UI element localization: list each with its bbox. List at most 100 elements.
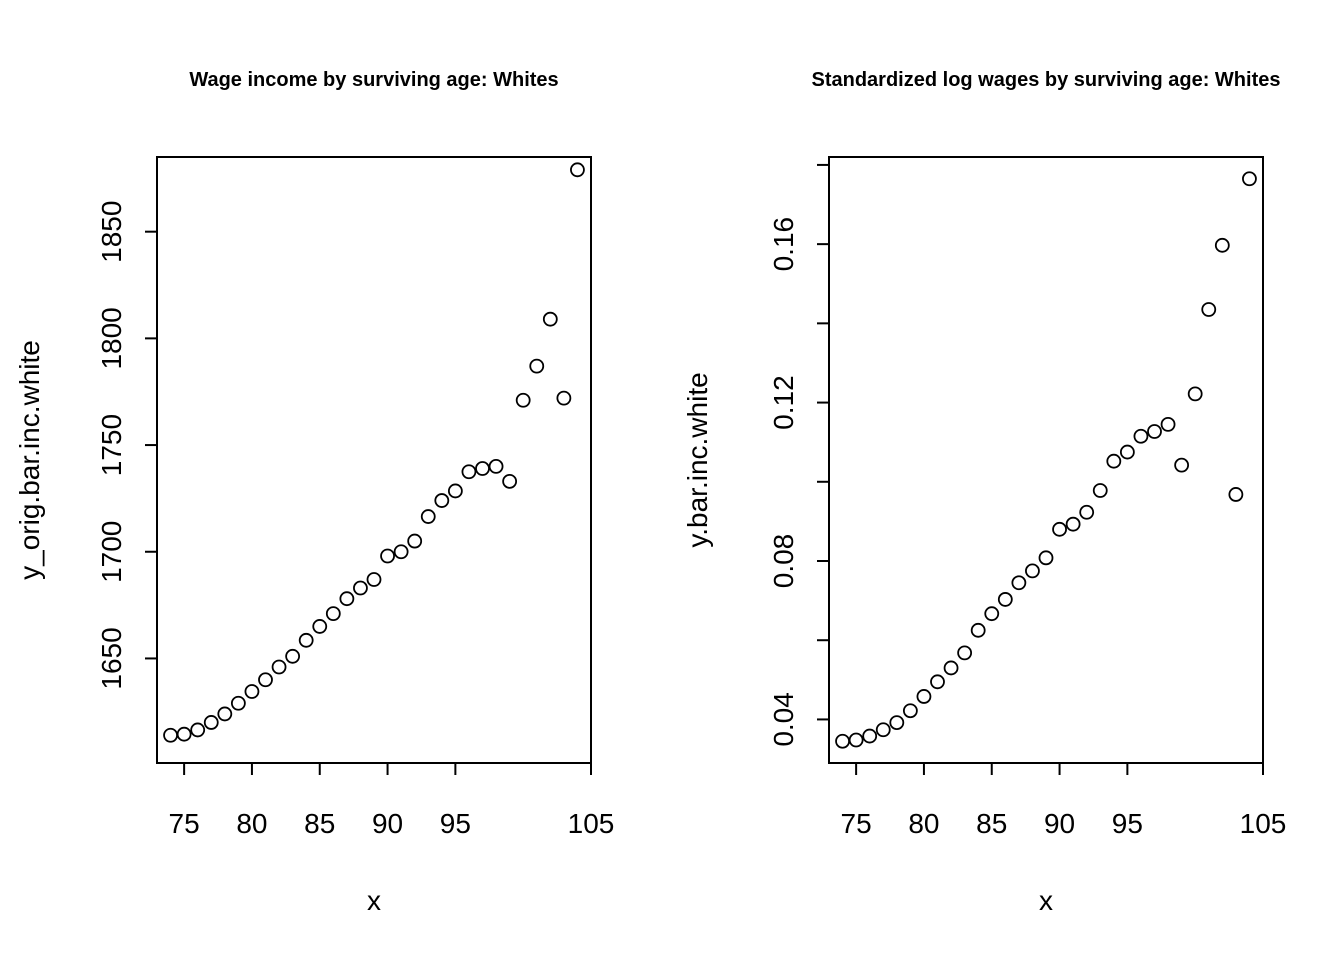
data-points (835, 171, 1257, 749)
y-axis: 0.04 0.08 0.12 0.16 (768, 163, 830, 747)
data-point (285, 648, 301, 664)
y-axis-label: y.bar.inc.white (682, 372, 713, 547)
data-point (1147, 424, 1162, 439)
data-point (407, 533, 423, 549)
data-point (556, 390, 572, 406)
data-point (1025, 563, 1040, 579)
x-axis: 75 80 85 90 95 105 (841, 762, 1287, 839)
data-point (380, 548, 395, 564)
data-point (984, 606, 1000, 622)
data-point (1011, 575, 1027, 591)
data-point (515, 392, 531, 408)
data-point (339, 591, 355, 607)
chart-title: Wage income by surviving age: Whites (189, 69, 558, 91)
data-point (862, 728, 878, 744)
y-axis-label: y_orig.bar.inc.white (14, 340, 45, 580)
data-point (1052, 521, 1067, 537)
x-tick-label: 75 (169, 808, 200, 839)
panel-wage-income: Wage income by surviving age: Whites 75 8… (14, 69, 614, 916)
data-point (502, 473, 518, 489)
data-point (1133, 428, 1149, 444)
data-point (1214, 237, 1230, 253)
data-point (1119, 444, 1135, 460)
data-point (889, 715, 905, 730)
data-point (1174, 457, 1190, 473)
data-point (997, 592, 1013, 607)
data-point (930, 674, 945, 690)
x-tick-label: 95 (440, 808, 471, 839)
data-point (835, 733, 850, 749)
data-point (176, 726, 192, 742)
data-point (1065, 516, 1081, 532)
data-point (325, 606, 341, 622)
data-point (258, 672, 273, 688)
y-tick-label: 0.16 (768, 217, 799, 272)
y-axis: 1650 1700 1750 1800 1850 (96, 201, 158, 690)
data-point (271, 659, 287, 675)
data-point (1079, 504, 1095, 520)
data-point (1242, 171, 1257, 187)
data-point (529, 358, 545, 374)
x-tick-label: 75 (841, 808, 872, 839)
data-point (447, 483, 463, 499)
data-point (298, 632, 314, 648)
data-point (1187, 386, 1203, 402)
data-point (244, 684, 260, 699)
data-point (1092, 483, 1108, 498)
data-point (217, 706, 233, 722)
data-point (943, 660, 959, 676)
x-tick-label: 85 (976, 808, 1007, 839)
y-tick-label: 0.12 (768, 375, 799, 430)
y-tick-label: 1700 (96, 521, 127, 583)
y-tick-label: 0.08 (768, 534, 799, 589)
data-point (230, 695, 246, 711)
data-point (190, 722, 206, 738)
x-tick-label: 90 (1044, 808, 1075, 839)
data-point (916, 689, 932, 704)
data-point (1106, 453, 1122, 469)
x-tick-label: 105 (1240, 808, 1287, 839)
data-point (488, 459, 504, 474)
x-axis: 75 80 85 90 95 105 (169, 762, 615, 839)
data-point (970, 622, 986, 638)
data-point (902, 703, 918, 719)
y-tick-label: 1850 (96, 201, 127, 263)
x-axis-label: x (367, 885, 381, 916)
y-tick-label: 1650 (96, 627, 127, 689)
data-point (393, 544, 409, 560)
data-point (1201, 302, 1217, 317)
data-point (957, 645, 973, 661)
x-axis-label: x (1039, 885, 1053, 916)
y-tick-label: 1750 (96, 414, 127, 476)
data-point (461, 464, 477, 480)
data-point (875, 722, 891, 738)
data-point (353, 580, 368, 596)
x-tick-label: 105 (568, 808, 615, 839)
data-point (542, 311, 558, 327)
data-point (366, 572, 382, 587)
data-point (475, 461, 490, 476)
data-point (163, 727, 178, 743)
data-point (420, 509, 436, 524)
data-points (163, 162, 585, 743)
x-tick-label: 90 (372, 808, 403, 839)
data-point (848, 732, 864, 748)
plot-frame (828, 156, 1264, 764)
data-point (1160, 416, 1176, 432)
x-tick-label: 85 (304, 808, 335, 839)
data-point (312, 619, 328, 634)
data-point (570, 162, 585, 178)
data-point (1038, 550, 1054, 566)
data-point (434, 493, 450, 508)
y-tick-label: 0.04 (768, 692, 799, 747)
chart-title: Standardized log wages by surviving age:… (812, 69, 1281, 91)
data-point (1228, 487, 1244, 502)
data-point (203, 715, 219, 730)
x-tick-label: 80 (908, 808, 939, 839)
y-tick-label: 1800 (96, 307, 127, 369)
x-tick-label: 95 (1112, 808, 1143, 839)
x-tick-label: 80 (236, 808, 267, 839)
plot-frame (156, 156, 592, 764)
panel-standardized-log-wages: Standardized log wages by surviving age:… (682, 69, 1286, 916)
